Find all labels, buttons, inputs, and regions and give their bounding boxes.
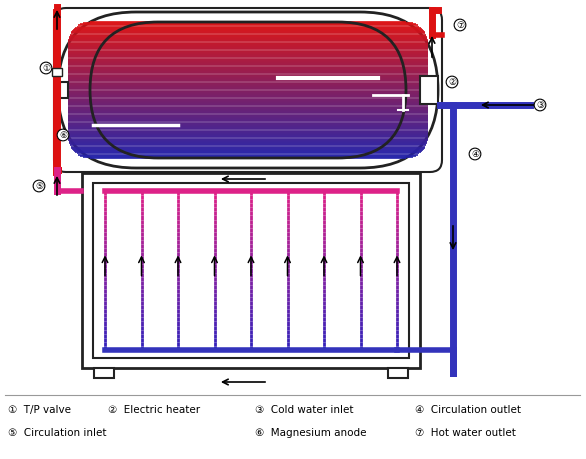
- Text: ⑤  Circulation inlet: ⑤ Circulation inlet: [8, 428, 107, 438]
- Text: ①  T/P valve: ① T/P valve: [8, 405, 71, 415]
- Text: ①: ①: [42, 63, 50, 73]
- Text: ③: ③: [536, 101, 544, 110]
- Text: ④  Circulation outlet: ④ Circulation outlet: [415, 405, 521, 415]
- FancyBboxPatch shape: [58, 12, 438, 168]
- Bar: [60, 82, 68, 98]
- Bar: [94, 368, 114, 378]
- Text: ⑥: ⑥: [59, 130, 67, 140]
- Bar: [52, 68, 62, 76]
- Text: ⑤: ⑤: [35, 181, 43, 190]
- Text: ④: ④: [471, 150, 479, 158]
- Bar: [388, 368, 408, 378]
- Bar: [93, 183, 409, 358]
- Text: ⑥  Magnesium anode: ⑥ Magnesium anode: [255, 428, 366, 438]
- Bar: [82, 173, 420, 368]
- Bar: [420, 76, 438, 104]
- Text: ⑦: ⑦: [456, 21, 464, 29]
- Text: ②  Electric heater: ② Electric heater: [108, 405, 200, 415]
- Text: ②: ②: [448, 78, 456, 86]
- Text: ⑦  Hot water outlet: ⑦ Hot water outlet: [415, 428, 516, 438]
- Text: ③  Cold water inlet: ③ Cold water inlet: [255, 405, 353, 415]
